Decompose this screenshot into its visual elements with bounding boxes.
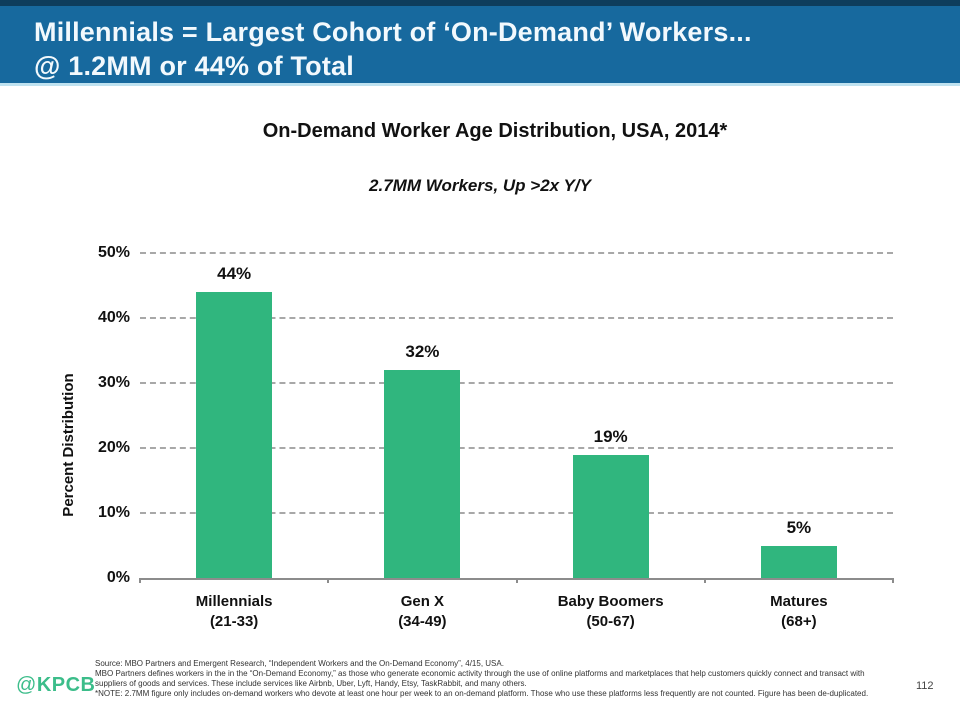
category-label-Gen X: Gen X (34-49) (328, 592, 516, 632)
chart-title: On-Demand Worker Age Distribution, USA, … (262, 120, 728, 142)
bar-slot-Baby Boomers: 19% (517, 253, 705, 578)
category-age-range: (50-67) (586, 613, 635, 630)
bar-slot-Gen X: 32% (328, 253, 516, 578)
category-age-range: (34-49) (398, 613, 447, 630)
header-title-line2: @ 1.2MM or 44% of Total (34, 51, 354, 81)
x-tick-mark (515, 578, 518, 583)
y-tick-label-40: 40% (97, 309, 130, 326)
category-label-Baby Boomers: Baby Boomers (50-67) (517, 592, 705, 632)
footnote-line: *NOTE: 2.7MM figure only includes on-dem… (95, 689, 869, 698)
y-tick-label-30: 30% (97, 374, 130, 391)
category-label-Millennials: Millennials (21-33) (140, 592, 328, 632)
at-icon: @ (16, 674, 37, 696)
bar-value-label: 5% (786, 517, 812, 537)
bars-container: 44% 32% 19% 5% (140, 253, 893, 578)
category-age-range: (68+) (781, 613, 817, 630)
bar-Gen X (384, 370, 461, 578)
kpcb-logo: @KPCB (16, 674, 95, 697)
footnote-line: Source: MBO Partners and Emergent Resear… (95, 659, 504, 668)
x-tick-mark (139, 578, 141, 583)
axis-area: 0% 10% 20% 30% 40% 50% 44% 32% 19% 5% (98, 244, 894, 586)
category-name: Matures (770, 593, 828, 610)
chart-subtitle: 2.7MM Workers, Up >2x Y/Y (369, 176, 591, 195)
bar-Millennials (196, 292, 273, 578)
gridline-10 (140, 512, 893, 514)
header-title-line1: Millennials = Largest Cohort of ‘On-Dema… (34, 17, 752, 47)
y-tick-label-0: 0% (106, 569, 130, 586)
x-tick-mark (703, 578, 706, 583)
gridline-40 (140, 317, 893, 319)
bar-value-label: 44% (217, 264, 252, 283)
bar-value-label: 19% (593, 426, 628, 446)
x-tick-mark (327, 578, 330, 583)
bar-slot-Millennials: 44% (140, 253, 328, 578)
category-name: Baby Boomers (557, 593, 664, 610)
y-tick-label-50: 50% (97, 244, 130, 261)
category-name: Gen X (400, 593, 445, 610)
y-tick-label-20: 20% (97, 439, 130, 456)
header-banner: Millennials = Largest Cohort of ‘On-Dema… (0, 0, 960, 86)
x-axis-category-labels: Millennials (21-33) Gen X (34-49) Baby Boome… (140, 592, 893, 632)
bar-slot-Matures: 5% (705, 253, 893, 578)
bar-Matures (760, 545, 837, 578)
x-tick-mark (892, 578, 894, 583)
page-number: 112 (916, 680, 934, 692)
source-notes: Source: MBO Partners and Emergent Resear… (95, 659, 895, 699)
kpcb-logo-text: KPCB (36, 674, 96, 696)
header-title: Millennials = Largest Cohort of ‘On-Dema… (0, 6, 960, 83)
category-age-range: (21-33) (209, 613, 259, 630)
footnote-line: MBO Partners defines workers in the in t… (95, 669, 865, 688)
category-label-Matures: Matures (68+) (705, 592, 893, 632)
category-name: Millennials (195, 593, 273, 610)
bar-Baby Boomers (572, 454, 649, 578)
y-axis-label: Percent Distribution (60, 373, 77, 517)
bar-value-label: 32% (405, 342, 440, 361)
gridline-20 (140, 447, 893, 449)
gridline-50 (140, 252, 893, 254)
gridline-30 (140, 382, 893, 384)
y-tick-label-10: 10% (97, 504, 130, 521)
